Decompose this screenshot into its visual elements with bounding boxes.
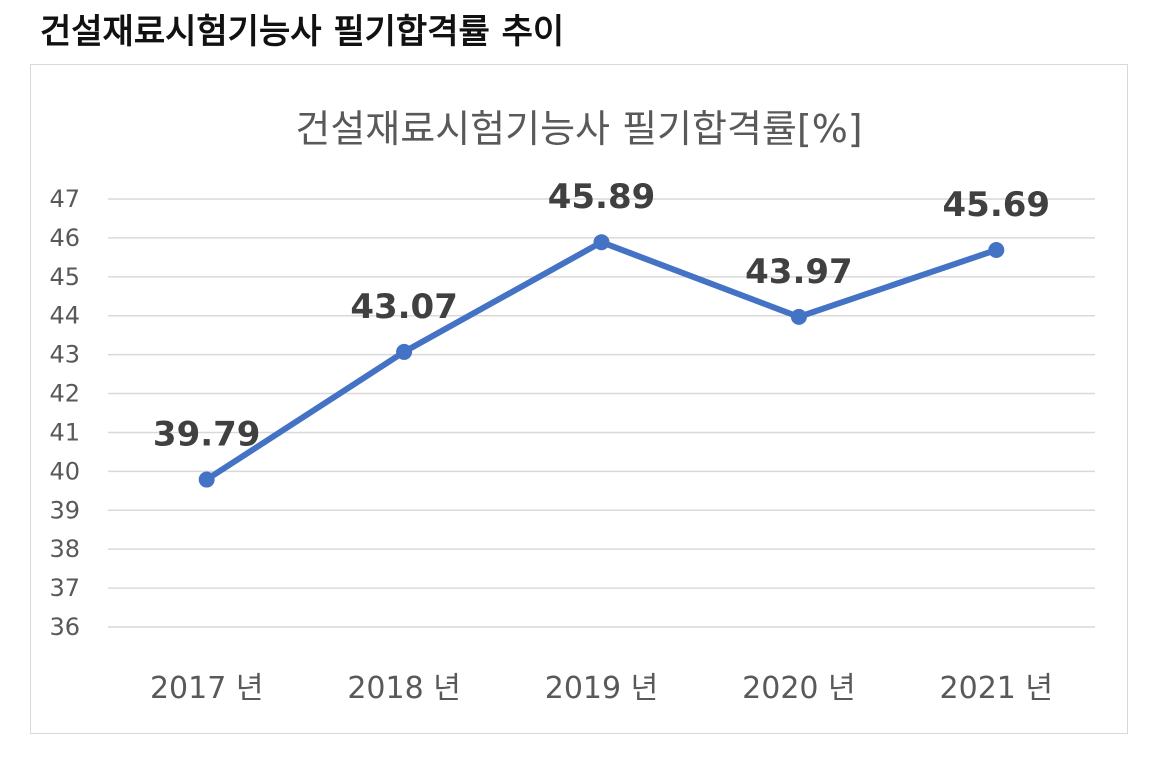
series-layer <box>198 234 1005 488</box>
y-tick-label: 41 <box>49 418 80 446</box>
x-tick-label: 2020 년 <box>742 671 855 706</box>
data-label: 45.69 <box>943 185 1051 225</box>
chart-title: 건설재료시험기능사 필기합격률[%] <box>295 107 862 151</box>
y-tick-label: 44 <box>49 302 80 330</box>
x-axis-ticks: 2017 년 2018 년 2019 년 2020 년 2021 년 <box>150 671 1053 706</box>
data-label: 43.07 <box>350 287 458 327</box>
y-tick-label: 46 <box>49 224 80 252</box>
y-tick-label: 39 <box>49 496 80 524</box>
y-tick-label: 42 <box>49 380 80 408</box>
y-tick-label: 40 <box>49 457 80 485</box>
y-tick-label: 47 <box>49 185 80 213</box>
data-labels: 39.79 43.07 45.89 43.97 45.69 <box>153 177 1050 454</box>
data-label: 39.79 <box>153 415 261 455</box>
chart-frame <box>30 64 1128 734</box>
y-tick-label: 36 <box>49 613 80 641</box>
data-point <box>593 234 610 251</box>
data-point <box>396 343 413 360</box>
x-tick-label: 2017 년 <box>150 671 263 706</box>
y-axis-ticks: 36 37 38 39 40 41 42 43 44 45 46 47 <box>49 185 80 641</box>
series-line <box>203 239 1000 483</box>
y-tick-label: 45 <box>49 263 80 291</box>
x-tick-label: 2021 년 <box>940 671 1053 706</box>
gridlines <box>108 198 1095 628</box>
data-label: 45.89 <box>548 177 656 217</box>
y-tick-label: 43 <box>49 341 80 369</box>
page-heading: 건설재료시험기능사 필기합격률 추이 <box>40 12 565 52</box>
data-label: 43.97 <box>745 252 853 292</box>
y-tick-label: 37 <box>49 574 80 602</box>
data-point <box>988 241 1005 258</box>
x-tick-label: 2019 년 <box>545 671 658 706</box>
data-point <box>198 471 215 488</box>
y-tick-label: 38 <box>49 535 80 563</box>
data-point <box>790 308 807 325</box>
x-tick-label: 2018 년 <box>347 671 460 706</box>
